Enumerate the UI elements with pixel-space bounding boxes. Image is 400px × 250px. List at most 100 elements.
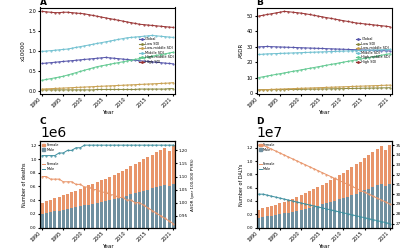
Bar <box>266 216 269 228</box>
Bar <box>376 149 379 186</box>
Bar <box>295 197 298 228</box>
Bar <box>350 167 353 195</box>
Bar <box>100 202 103 228</box>
Bar <box>125 168 128 196</box>
Bar <box>70 192 73 228</box>
Bar <box>146 157 149 228</box>
Bar <box>354 194 358 228</box>
Y-axis label: x10000: x10000 <box>21 40 26 61</box>
Bar <box>112 175 116 228</box>
Bar <box>87 186 90 228</box>
Bar <box>367 156 370 189</box>
Bar <box>262 217 264 228</box>
Bar <box>270 206 273 216</box>
Bar <box>329 180 332 202</box>
Bar <box>266 207 269 228</box>
X-axis label: Year: Year <box>318 110 330 115</box>
Bar <box>155 152 158 187</box>
Bar <box>278 214 281 228</box>
Bar <box>329 180 332 228</box>
Bar <box>108 200 111 228</box>
Bar <box>372 152 374 228</box>
Bar <box>363 158 366 190</box>
Bar <box>58 211 60 228</box>
Bar <box>300 195 302 228</box>
Bar <box>104 178 107 228</box>
Bar <box>329 202 332 228</box>
Bar <box>262 208 264 217</box>
Bar <box>270 216 273 228</box>
Bar <box>384 150 387 186</box>
Bar <box>172 145 175 228</box>
Bar <box>304 193 307 209</box>
Bar <box>300 195 302 210</box>
Bar <box>53 212 56 228</box>
Bar <box>87 186 90 204</box>
Bar <box>58 197 60 211</box>
Bar <box>376 186 379 228</box>
Bar <box>130 166 132 194</box>
Bar <box>134 164 137 228</box>
Bar <box>168 186 170 228</box>
Bar <box>159 150 162 228</box>
Bar <box>334 201 336 228</box>
Bar <box>287 200 290 212</box>
Bar <box>172 184 175 228</box>
Legend: Female, Male: Female, Male <box>42 162 59 171</box>
Bar <box>342 198 345 228</box>
Bar <box>363 158 366 228</box>
Bar <box>108 177 111 200</box>
Bar <box>130 166 132 228</box>
Bar <box>359 192 362 228</box>
Bar <box>283 202 286 228</box>
X-axis label: Year: Year <box>102 110 114 115</box>
Bar <box>96 203 98 228</box>
Bar <box>372 187 374 228</box>
Bar <box>359 162 362 228</box>
Bar <box>372 152 374 187</box>
Bar <box>66 194 69 209</box>
Bar <box>346 170 349 196</box>
Bar <box>134 164 137 193</box>
Bar <box>278 203 281 228</box>
Bar <box>117 198 120 228</box>
Bar <box>354 164 358 228</box>
Bar <box>163 148 166 185</box>
Bar <box>380 146 383 184</box>
Bar <box>142 159 145 191</box>
Bar <box>257 210 260 218</box>
Bar <box>79 189 82 206</box>
Bar <box>291 212 294 228</box>
Bar <box>295 197 298 211</box>
Bar <box>79 206 82 228</box>
Bar <box>274 205 277 215</box>
Bar <box>257 210 260 228</box>
Bar <box>334 178 336 201</box>
Bar <box>151 188 154 228</box>
Bar <box>108 177 111 228</box>
Bar <box>74 190 78 207</box>
Bar <box>338 199 340 228</box>
Bar <box>163 148 166 228</box>
Bar <box>155 152 158 228</box>
Bar <box>92 184 94 204</box>
Bar <box>151 155 154 188</box>
Bar <box>380 184 383 228</box>
Bar <box>74 207 78 228</box>
Bar <box>83 206 86 228</box>
Bar <box>388 184 391 228</box>
X-axis label: Year: Year <box>102 244 114 249</box>
Bar <box>308 191 311 228</box>
Bar <box>45 202 48 228</box>
Bar <box>121 171 124 228</box>
Bar <box>316 187 320 228</box>
Bar <box>283 213 286 228</box>
Bar <box>295 211 298 228</box>
Bar <box>354 164 358 194</box>
Bar <box>291 199 294 228</box>
Bar <box>338 176 340 228</box>
Bar <box>159 186 162 228</box>
Text: C: C <box>40 117 47 126</box>
Bar <box>274 215 277 228</box>
Bar <box>134 193 137 228</box>
